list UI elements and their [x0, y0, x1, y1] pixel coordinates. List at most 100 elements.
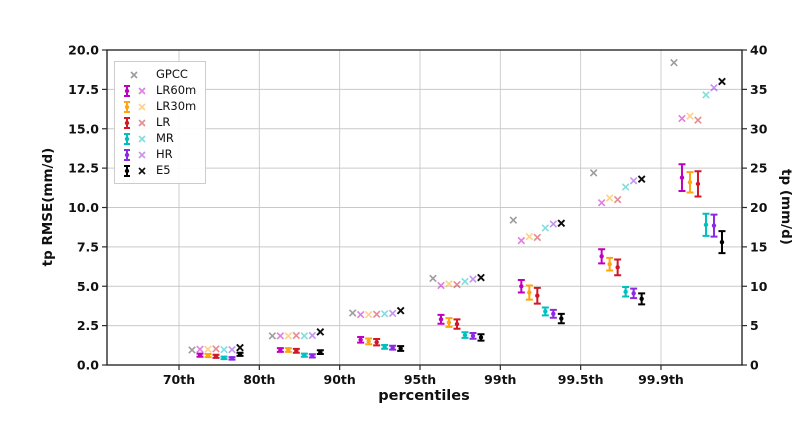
x-marker [670, 58, 678, 67]
errorbar-center-marker [205, 353, 211, 358]
x-marker [557, 219, 566, 228]
legend-item-MR: MR [121, 131, 196, 146]
errorbar-center-marker [639, 296, 644, 302]
x-marker [686, 112, 694, 120]
errorbar-center-marker [535, 293, 540, 298]
errorbar-center-marker [221, 355, 227, 361]
errorbar-center-marker [213, 354, 219, 359]
errorbar-center-marker [631, 291, 636, 296]
y-tick-label-right: 30 [750, 121, 768, 136]
x-tick-label: 95th [404, 372, 436, 387]
errorbar-center-marker [519, 284, 524, 289]
errorbar-and-x-glyph [124, 116, 146, 129]
errorbar-center-marker [237, 352, 243, 357]
y-tick-label-right: 0 [750, 358, 759, 373]
errorbar-center-marker [607, 262, 612, 267]
x-marker [469, 275, 477, 283]
x-marker [533, 233, 542, 242]
x-tick-label: 99.5th [558, 372, 604, 387]
errorbar-center-marker [527, 290, 532, 295]
x-marker [678, 114, 686, 123]
x-marker [445, 280, 453, 288]
x-marker [613, 195, 622, 204]
errorbar-center-marker [382, 344, 387, 350]
errorbar-center-marker [390, 345, 395, 350]
errorbar-center-marker [229, 356, 235, 361]
errorbar-center-marker [358, 337, 363, 342]
errorbar-center-marker [398, 346, 403, 351]
errorbar-center-marker [454, 321, 460, 327]
x-axis-label: percentiles [378, 388, 470, 404]
x-marker [477, 273, 485, 282]
x-marker [228, 345, 236, 354]
errorbar-center-marker [615, 265, 620, 270]
legend-label: HR [156, 146, 173, 161]
x-marker [356, 310, 365, 319]
errorbar-center-marker [462, 332, 468, 338]
x-marker [453, 280, 461, 289]
errorbar-and-x-glyph [124, 84, 146, 97]
x-marker [372, 310, 381, 318]
y-tick-label-left: 10.0 [68, 200, 99, 215]
legend-item-LR60m: LR60m [121, 83, 196, 98]
x-marker [292, 331, 301, 340]
x-marker [694, 116, 702, 124]
y-tick-label-left: 17.5 [68, 82, 99, 97]
errorbar-center-marker [623, 289, 628, 294]
errorbar-center-marker [294, 348, 299, 354]
x-marker [525, 232, 534, 241]
x-marker [348, 309, 357, 317]
errorbar-center-marker [374, 339, 379, 345]
x-marker [605, 194, 614, 202]
x-marker [268, 332, 277, 340]
errorbar-center-marker [438, 317, 444, 322]
y-tick-label-left: 5.0 [77, 279, 99, 294]
errorbar-center-marker [711, 223, 717, 228]
errorbar-center-marker [599, 254, 604, 259]
errorbar-center-marker [278, 347, 283, 353]
x-marker [597, 199, 606, 207]
x-marker [589, 169, 598, 177]
x-marker [517, 236, 526, 245]
y-tick-label-left: 12.5 [68, 161, 99, 176]
x-marker [396, 306, 405, 315]
y-tick-label-left: 20.0 [68, 43, 99, 58]
errorbar-center-marker [446, 320, 452, 325]
x-marker [710, 84, 718, 92]
legend: GPCC LR60m LR30m LR MR HR E5 [114, 61, 207, 184]
y-tick-label-left: 15.0 [68, 121, 99, 136]
legend-label: GPCC [156, 66, 188, 81]
errorbar-and-x-glyph [124, 100, 146, 113]
errorbar-center-marker [543, 309, 548, 314]
y-axis-label-left: tp RMSE(mm/d) [40, 147, 56, 267]
x-tick-label: 70th [163, 372, 195, 387]
x-marker [236, 343, 244, 352]
errorbar-center-marker [695, 181, 701, 187]
x-marker [637, 175, 646, 184]
y-tick-label-right: 10 [750, 279, 768, 294]
x-marker [388, 309, 397, 318]
x-marker [549, 220, 558, 228]
errorbar-center-marker [470, 333, 476, 339]
x-marker [316, 328, 325, 336]
x-marker [284, 332, 293, 340]
x-marker [621, 183, 630, 191]
errorbar-center-marker [366, 339, 371, 344]
legend-label: E5 [156, 162, 171, 177]
y-tick-label-right: 40 [750, 43, 768, 58]
errorbar-and-x-glyph [124, 164, 146, 177]
y-tick-label-right: 15 [750, 239, 767, 254]
x-tick-label: 80th [243, 372, 275, 387]
errorbar-center-marker [679, 175, 685, 180]
x-marker [541, 224, 550, 232]
y-tick-label-right: 20 [750, 200, 768, 215]
y-tick-label-right: 25 [750, 161, 767, 176]
legend-item-GPCC: GPCC [121, 67, 196, 82]
errorbar-center-marker [478, 335, 484, 340]
errorbar-center-marker [197, 353, 203, 358]
y-tick-label-right: 35 [750, 82, 767, 97]
errorbar-center-marker [302, 353, 307, 358]
x-marker [718, 77, 726, 86]
